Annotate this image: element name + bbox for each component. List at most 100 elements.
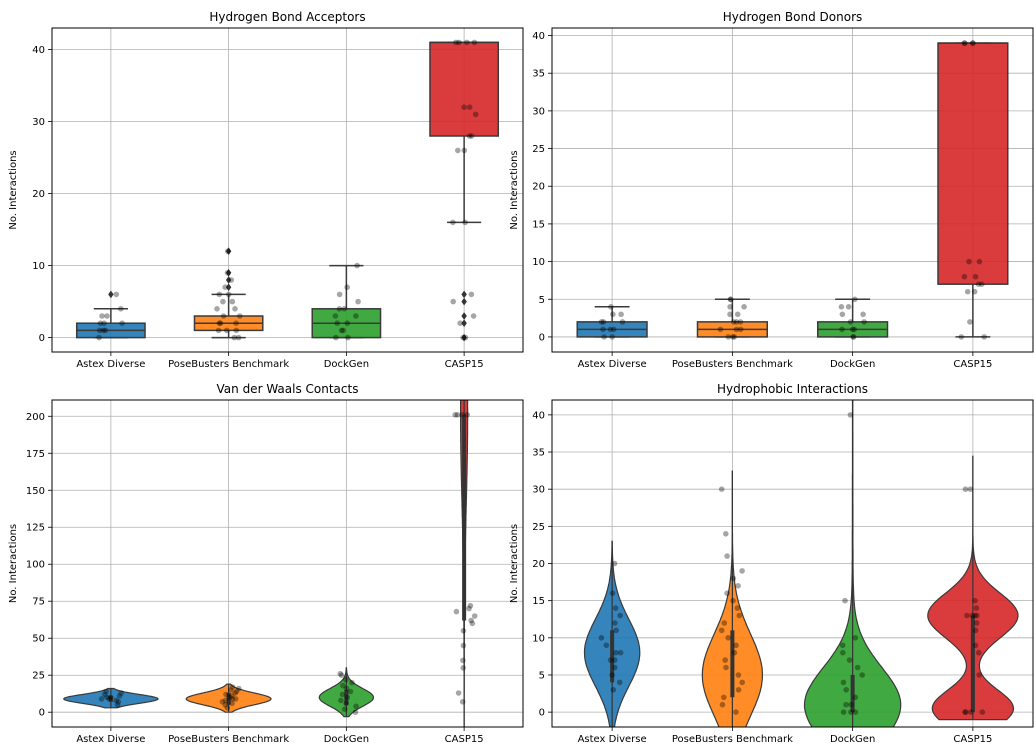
y-tick-label: 200 — [26, 412, 45, 423]
data-point — [608, 304, 614, 310]
data-point — [852, 296, 858, 303]
outlier-marker — [461, 297, 467, 306]
data-point — [962, 486, 969, 493]
data-point — [229, 693, 235, 699]
x-tick-label: Astex Diverse — [76, 359, 145, 370]
data-point — [975, 281, 982, 288]
y-tick-label: 35 — [532, 69, 545, 80]
data-point — [229, 298, 236, 305]
data-point — [733, 326, 740, 333]
y-axis-label: No. Interactions — [8, 150, 19, 229]
data-point — [852, 694, 859, 701]
data-point — [352, 709, 359, 715]
data-point — [235, 334, 242, 341]
x-tick-label: PoseBusters Benchmark — [672, 359, 793, 370]
outlier-marker — [225, 268, 232, 277]
data-point — [103, 688, 109, 695]
data-point — [468, 291, 475, 298]
outlier-marker — [225, 276, 232, 284]
data-point — [969, 612, 976, 619]
data-point — [612, 605, 619, 611]
y-tick-label: 25 — [32, 671, 45, 682]
data-point — [611, 657, 618, 663]
axes-frame — [51, 27, 524, 353]
data-point — [598, 319, 605, 325]
data-point — [721, 694, 727, 701]
data-point — [736, 612, 743, 619]
x-tick-label: DockGen — [324, 359, 369, 370]
data-point — [735, 687, 742, 693]
y-tick-label: 35 — [532, 448, 545, 459]
data-point — [610, 326, 617, 333]
data-point — [838, 304, 845, 310]
data-point — [728, 296, 734, 303]
x-tick-label: CASP15 — [953, 359, 992, 370]
data-point — [718, 627, 725, 634]
y-tick-label: 10 — [32, 261, 45, 272]
data-point — [840, 649, 846, 656]
data-point — [459, 699, 466, 705]
data-point — [102, 327, 109, 334]
data-point — [353, 703, 359, 710]
data-point — [217, 320, 224, 327]
data-point — [116, 693, 123, 699]
data-point — [730, 575, 737, 582]
data-point — [332, 313, 339, 319]
x-tick-label: PoseBusters Benchmark — [672, 734, 793, 744]
data-point — [336, 291, 343, 298]
data-point — [459, 412, 466, 418]
data-point — [466, 133, 473, 139]
data-point — [839, 326, 845, 333]
data-point — [467, 602, 474, 609]
data-point — [851, 326, 858, 333]
y-tick-label: 75 — [32, 597, 45, 608]
data-point — [849, 326, 856, 333]
y-tick-label: 5 — [539, 670, 545, 681]
outlier-marker — [225, 247, 232, 256]
data-point — [859, 672, 865, 678]
data-point — [450, 219, 456, 226]
data-point — [610, 687, 617, 693]
data-point — [229, 684, 236, 690]
data-point — [973, 605, 980, 611]
data-point — [617, 649, 624, 656]
data-point — [962, 709, 968, 715]
data-point — [731, 334, 737, 340]
data-point — [102, 691, 108, 698]
data-point — [225, 248, 231, 254]
data-point — [598, 635, 605, 641]
data-point — [341, 306, 348, 312]
data-point — [344, 694, 351, 701]
data-point — [104, 313, 110, 319]
data-point — [610, 311, 616, 318]
data-point — [215, 327, 222, 334]
data-point — [96, 334, 102, 341]
data-point — [967, 319, 973, 325]
data-point — [97, 320, 104, 327]
data-point — [616, 679, 623, 686]
data-point — [739, 568, 745, 574]
data-point — [733, 709, 739, 715]
data-point — [223, 691, 229, 698]
y-tick-label: 100 — [26, 560, 45, 571]
data-point — [974, 612, 980, 619]
data-point — [612, 664, 618, 671]
data-point — [725, 334, 732, 340]
data-point — [223, 327, 230, 334]
data-point — [99, 313, 105, 319]
outlier-marker — [461, 333, 467, 342]
data-point — [972, 612, 978, 619]
data-point — [452, 412, 459, 418]
data-point — [469, 620, 476, 627]
data-point — [455, 147, 461, 154]
x-tick-label: Astex Diverse — [578, 359, 647, 370]
data-point — [468, 617, 474, 624]
data-point — [339, 691, 346, 698]
data-point — [969, 40, 976, 46]
y-tick-label: 10 — [532, 633, 545, 644]
data-point — [222, 697, 229, 704]
data-point — [603, 642, 610, 649]
y-tick-label: 15 — [532, 219, 545, 230]
data-point — [460, 665, 467, 671]
